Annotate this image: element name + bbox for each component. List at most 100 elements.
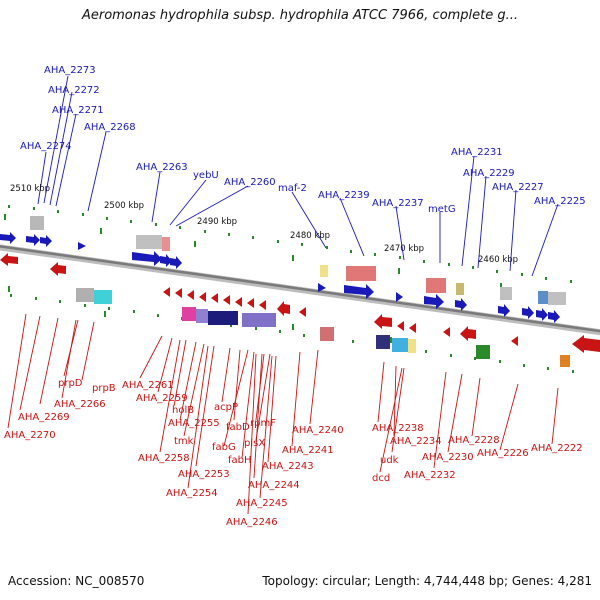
gene-arrow-reverse	[299, 307, 306, 317]
gene-label-aha2226[interactable]: AHA_2226	[477, 448, 529, 459]
gene-label-aha2266[interactable]: AHA_2266	[54, 399, 106, 410]
tick-marks	[4, 205, 574, 373]
gene-label-aha2255[interactable]: AHA_2255	[168, 418, 220, 429]
accession-label: Accession: NC_008570	[8, 574, 145, 588]
gene-label-aha2237[interactable]: AHA_2237	[372, 198, 424, 209]
gene-arrow-reverse	[511, 336, 518, 346]
gene-label-aha2232[interactable]: AHA_2232	[404, 470, 456, 481]
gene-label-aha2239[interactable]: AHA_2239	[318, 190, 370, 201]
gene-arrow-forward	[522, 306, 534, 319]
gene-label-acpp[interactable]: acpP	[214, 402, 238, 413]
gene-arrow-reverse	[277, 301, 290, 316]
gene-arrow-reverse	[259, 300, 266, 310]
gene-label-aha2234[interactable]: AHA_2234	[390, 436, 442, 447]
gene-label-aha2231[interactable]: AHA_2231	[451, 147, 503, 158]
gene-arrow-reverse	[50, 262, 66, 276]
feature-blocks	[30, 216, 570, 367]
gene-arrow-reverse	[443, 327, 450, 337]
gene-label-plsx[interactable]: plsX	[244, 438, 265, 449]
genome-summary: Topology: circular; Length: 4,744,448 bp…	[262, 574, 592, 588]
gene-arrow-reverse	[247, 298, 254, 308]
gene-arrow-reverse	[187, 290, 194, 300]
gene-label-aha2258[interactable]: AHA_2258	[138, 453, 190, 464]
gene-label-aha2240[interactable]: AHA_2240	[292, 425, 344, 436]
gene-label-aha2244[interactable]: AHA_2244	[248, 480, 300, 491]
gene-label-aha2246[interactable]: AHA_2246	[226, 517, 278, 528]
gene-label-yebu[interactable]: yebU	[193, 170, 219, 181]
kbp-label-2460: 2460 kbp	[478, 255, 518, 265]
gene-arrow-forward	[0, 232, 16, 244]
gene-arrow-forward	[40, 235, 52, 247]
gene-arrow-reverse	[460, 326, 476, 341]
gene-label-rpmf[interactable]: rpmF	[250, 418, 276, 429]
gene-label-aha2227[interactable]: AHA_2227	[492, 182, 544, 193]
bottom-gene-labels: prpD prpB AHA_2269 AHA_2266 AHA_2270 AHA…	[4, 378, 583, 528]
gene-arrow-reverse	[163, 287, 170, 297]
gene-arrow-reverse	[223, 295, 230, 305]
gene-label-aha2259[interactable]: AHA_2259	[136, 393, 188, 404]
gene-arrow-forward	[170, 256, 182, 269]
gene-arrow-forward	[424, 294, 444, 309]
gene-label-aha2260[interactable]: AHA_2260	[224, 177, 276, 188]
top-gene-labels: AHA_2273 AHA_2272 AHA_2271 AHA_2268 AHA_…	[20, 65, 586, 215]
gene-arrow-forward	[26, 234, 40, 246]
gene-label-prpd[interactable]: prpD	[58, 378, 83, 389]
genome-axis	[0, 244, 600, 336]
gene-label-aha2245[interactable]: AHA_2245	[236, 498, 288, 509]
gene-label-aha2270[interactable]: AHA_2270	[4, 430, 56, 441]
gene-arrow-reverse	[397, 321, 404, 331]
gene-label-aha2263[interactable]: AHA_2263	[136, 162, 188, 173]
gene-arrow-forward	[132, 251, 162, 266]
gene-arrow-reverse	[199, 292, 206, 302]
gene-label-tmk[interactable]: tmk	[174, 436, 194, 447]
gene-label-fabd[interactable]: fabD	[226, 422, 250, 433]
gene-label-dcd[interactable]: dcd	[372, 473, 390, 484]
gene-arrow-reverse	[572, 335, 600, 353]
gene-arrow-reverse	[374, 314, 392, 329]
gene-label-aha2241[interactable]: AHA_2241	[282, 445, 334, 456]
gene-label-aha2271[interactable]: AHA_2271	[52, 105, 104, 116]
gene-arrow-forward	[455, 298, 467, 311]
gene-label-udk[interactable]: udk	[380, 455, 399, 466]
gene-arrow-forward	[344, 284, 374, 299]
gene-label-aha2274[interactable]: AHA_2274	[20, 141, 72, 152]
gene-arrow-forward	[396, 292, 403, 302]
gene-label-aha2238[interactable]: AHA_2238	[372, 423, 424, 434]
gene-label-metg[interactable]: metG	[428, 204, 456, 215]
gene-label-aha2269[interactable]: AHA_2269	[18, 412, 70, 423]
kbp-label-2470: 2470 kbp	[384, 244, 424, 254]
gene-label-aha2254[interactable]: AHA_2254	[166, 488, 218, 499]
leader-lines-top	[37, 75, 559, 277]
gene-arrow-forward	[160, 254, 172, 267]
gene-label-fabg[interactable]: fabG	[212, 442, 236, 453]
gene-arrow-reverse	[235, 297, 242, 307]
reverse-strand-genes	[0, 253, 600, 353]
gene-label-aha2243[interactable]: AHA_2243	[262, 461, 314, 472]
gene-label-maf2[interactable]: maf-2	[278, 183, 307, 194]
gene-label-aha2261[interactable]: AHA_2261	[122, 380, 174, 391]
gene-label-aha2273[interactable]: AHA_2273	[44, 65, 96, 76]
gene-arrow-reverse	[0, 253, 18, 266]
gene-arrow-reverse	[175, 288, 182, 298]
kbp-label-2510: 2510 kbp	[10, 184, 50, 194]
gene-label-holb[interactable]: holB	[172, 405, 194, 416]
gene-arrow-forward	[548, 310, 560, 323]
gene-label-aha2253[interactable]: AHA_2253	[178, 469, 230, 480]
gene-label-aha2228[interactable]: AHA_2228	[448, 435, 500, 446]
gene-label-prpb[interactable]: prpB	[92, 383, 116, 394]
gene-arrow-reverse	[409, 323, 416, 333]
gene-arrow-reverse	[211, 293, 218, 303]
gene-label-aha2268[interactable]: AHA_2268	[84, 122, 136, 133]
gene-label-aha2230[interactable]: AHA_2230	[422, 452, 474, 463]
map-title: Aeromonas hydrophila subsp. hydrophila A…	[81, 8, 519, 23]
gene-label-aha2222[interactable]: AHA_2222	[531, 443, 583, 454]
leader-lines-bottom	[7, 313, 559, 515]
gene-label-aha2225[interactable]: AHA_2225	[534, 196, 586, 207]
gene-arrow-forward	[78, 242, 86, 250]
kbp-labels: 2510 kbp 2500 kbp 2490 kbp 2480 kbp 2470…	[10, 184, 518, 265]
gene-label-fabh[interactable]: fabH	[228, 455, 252, 466]
kbp-label-2500: 2500 kbp	[104, 201, 144, 211]
gene-label-aha2229[interactable]: AHA_2229	[463, 168, 515, 179]
gene-label-aha2272[interactable]: AHA_2272	[48, 85, 100, 96]
